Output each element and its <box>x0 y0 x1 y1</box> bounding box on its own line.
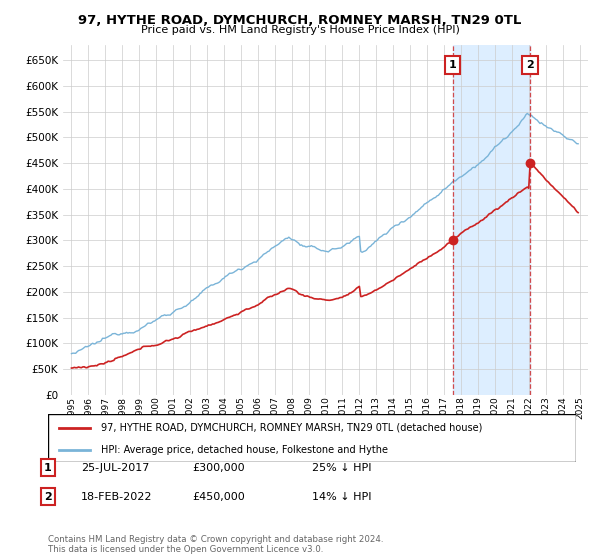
Text: 2: 2 <box>44 492 52 502</box>
Text: 1: 1 <box>449 60 457 71</box>
Text: Price paid vs. HM Land Registry's House Price Index (HPI): Price paid vs. HM Land Registry's House … <box>140 25 460 35</box>
Text: HPI: Average price, detached house, Folkestone and Hythe: HPI: Average price, detached house, Folk… <box>101 445 388 455</box>
Text: 14% ↓ HPI: 14% ↓ HPI <box>312 492 371 502</box>
Text: 97, HYTHE ROAD, DYMCHURCH, ROMNEY MARSH, TN29 0TL (detached house): 97, HYTHE ROAD, DYMCHURCH, ROMNEY MARSH,… <box>101 423 482 433</box>
Point <box>448 236 457 245</box>
Text: Contains HM Land Registry data © Crown copyright and database right 2024.
This d: Contains HM Land Registry data © Crown c… <box>48 535 383 554</box>
Text: 25-JUL-2017: 25-JUL-2017 <box>81 463 149 473</box>
Bar <box>452 45 530 395</box>
FancyBboxPatch shape <box>48 414 576 462</box>
Text: 2: 2 <box>526 60 534 71</box>
Point <box>526 158 535 167</box>
Text: 18-FEB-2022: 18-FEB-2022 <box>81 492 152 502</box>
Text: 25% ↓ HPI: 25% ↓ HPI <box>312 463 371 473</box>
Text: 1: 1 <box>44 463 52 473</box>
Text: £300,000: £300,000 <box>192 463 245 473</box>
Text: £450,000: £450,000 <box>192 492 245 502</box>
Text: 97, HYTHE ROAD, DYMCHURCH, ROMNEY MARSH, TN29 0TL: 97, HYTHE ROAD, DYMCHURCH, ROMNEY MARSH,… <box>79 14 521 27</box>
